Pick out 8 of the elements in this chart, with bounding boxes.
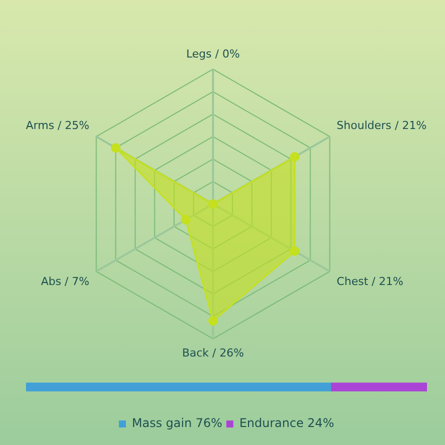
- spoke-label: Shoulders / 21%: [336, 118, 427, 132]
- spoke-label: Chest / 21%: [336, 274, 404, 288]
- spoke-label: Legs / 0%: [186, 47, 240, 60]
- spoke-label: Arms / 25%: [26, 118, 90, 132]
- legend-label: Mass gain 76%: [132, 416, 222, 430]
- spoke-label: Back / 26%: [182, 346, 244, 360]
- legend-label: Endurance 24%: [239, 416, 334, 430]
- spoke-label: Abs / 7%: [40, 274, 90, 288]
